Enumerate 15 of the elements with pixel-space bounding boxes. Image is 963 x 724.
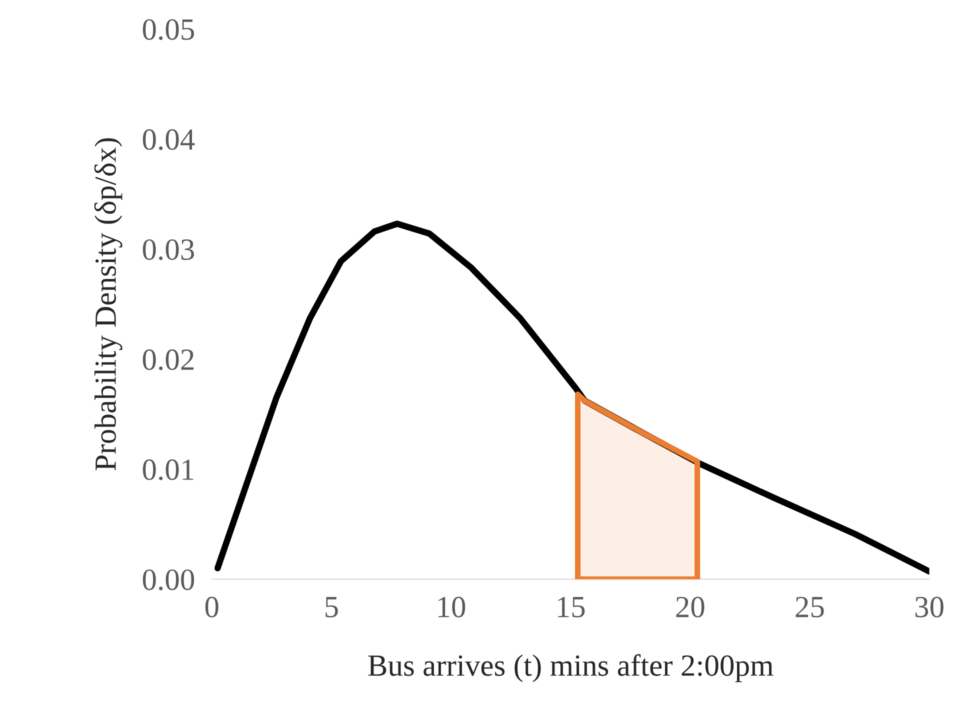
x-tick-label: 10	[438, 596, 466, 618]
y-tick-label: 0.04	[142, 129, 195, 150]
x-tick-label: 15	[558, 596, 585, 618]
y-tick-label: 0.01	[142, 459, 194, 480]
y-axis-title: Probability Density (δp/δx)	[94, 138, 122, 470]
y-tick-label: 0.03	[142, 239, 194, 260]
y-tick-label: 0.02	[142, 349, 194, 370]
y-tick-label: 0.00	[142, 569, 194, 590]
x-tick-label: 5	[326, 597, 338, 618]
x-tick-label: 30	[915, 596, 944, 618]
x-tick-label: 0	[205, 596, 218, 618]
x-tick-label: 25	[796, 596, 824, 618]
y-tick-label: 0.05	[142, 19, 194, 40]
x-tick-label: 20	[676, 596, 704, 618]
x-axis-title: Bus arrives (t) mins after 2:00pm	[368, 654, 774, 682]
